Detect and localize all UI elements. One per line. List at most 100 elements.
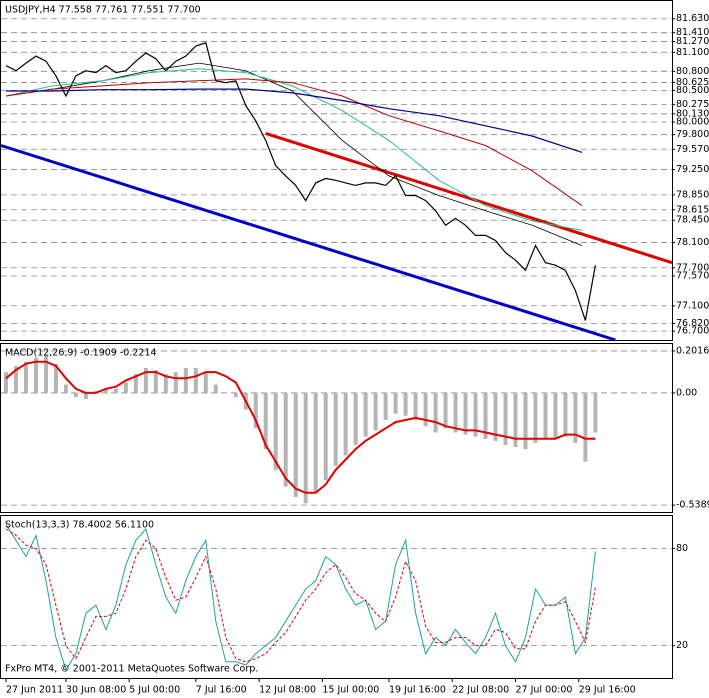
x-tick-label: 19 Jul 16:00 (389, 685, 446, 696)
y-tick-label: 0.00 (676, 387, 697, 398)
histogram-bar (183, 367, 188, 393)
histogram-bar (553, 392, 558, 439)
histogram-bar (253, 392, 258, 429)
y-tick-label: 81.270 (676, 36, 709, 47)
histogram-bar (103, 388, 108, 393)
histogram-bar (473, 392, 478, 437)
histogram-bar (123, 382, 128, 393)
histogram-bar (503, 392, 508, 445)
y-tick-label: 78.615 (676, 204, 709, 215)
histogram-bar (73, 392, 78, 398)
histogram-bar (463, 392, 468, 435)
x-tick-label: 22 Jul 08:00 (452, 685, 509, 696)
histogram-bar (143, 367, 148, 393)
y-tick-label: 78.850 (676, 189, 709, 200)
histogram-bar (443, 392, 448, 429)
y-tick-label: 79.800 (676, 129, 709, 140)
series-line (6, 88, 583, 153)
histogram-bar (13, 365, 18, 393)
y-tick-label: 80.275 (676, 99, 709, 110)
histogram-bar (563, 392, 568, 437)
histogram-bar (543, 392, 548, 439)
histogram-bar (403, 392, 408, 416)
histogram-bar (133, 374, 138, 393)
histogram-bar (593, 392, 598, 433)
panel-title: MACD(12,26,9) -0.1909 -0.2214 (5, 348, 157, 359)
y-tick-label: 80 (676, 543, 688, 554)
histogram-bar (373, 392, 378, 431)
histogram-bar (53, 363, 58, 393)
histogram-bar (363, 392, 368, 437)
trend-line (265, 131, 673, 265)
series-line (5, 360, 596, 494)
macd-panel-frame (0, 343, 673, 513)
copyright: FxPro MT4, © 2001-2011 MetaQuotes Softwa… (5, 664, 258, 675)
panel-title: Stoch(13,3,3) 78.4002 56.1100 (5, 520, 154, 531)
x-tick-label: 7 Jul 16:00 (196, 685, 247, 696)
x-tick-label: 29 Jul 16:00 (579, 685, 636, 696)
series-line (5, 528, 596, 663)
y-tick-label: 76.820 (676, 318, 709, 329)
histogram-bar (383, 392, 388, 420)
histogram-bar (333, 392, 338, 466)
histogram-bar (353, 392, 358, 445)
histogram-bar (393, 392, 398, 414)
series-line (5, 68, 583, 231)
histogram-bar (163, 374, 168, 393)
y-tick-label: 78.100 (676, 237, 709, 248)
histogram-bar (313, 392, 318, 493)
histogram-bar (303, 392, 308, 504)
histogram-bar (413, 392, 418, 420)
y-tick-label: 77.700 (676, 262, 709, 273)
histogram-bar (483, 392, 488, 439)
y-tick-label: 78.450 (676, 215, 709, 226)
y-tick-label: 80.500 (676, 85, 709, 96)
histogram-bar (453, 392, 458, 433)
histogram-bar (283, 392, 288, 487)
histogram-bar (343, 392, 348, 456)
y-tick-label: 76.700 (676, 326, 709, 337)
histogram-bar (293, 392, 298, 498)
y-tick-label: -0.5389 (676, 500, 709, 511)
histogram-bar (523, 392, 528, 450)
x-tick-label: 27 Jun 2011 (6, 685, 63, 696)
x-tick-label: 12 Jul 08:00 (259, 685, 316, 696)
stoch-panel-frame (0, 515, 673, 679)
histogram-bar (513, 392, 518, 448)
histogram-bar (33, 357, 38, 393)
histogram-bar (573, 392, 578, 443)
panel-title: USDJPY,H4 77.558 77.761 77.551 77.700 (5, 5, 201, 16)
histogram-bar (263, 392, 268, 450)
y-tick-label: 80.000 (676, 117, 709, 128)
y-tick-label: 0.2016 (676, 345, 709, 356)
y-tick-label: 81.410 (676, 27, 709, 38)
trend-line (0, 144, 616, 342)
histogram-bar (583, 392, 588, 462)
x-tick-label: 27 Jul 00:00 (515, 685, 572, 696)
y-tick-label: 80.800 (676, 66, 709, 77)
histogram-bar (3, 372, 8, 393)
histogram-bar (153, 370, 158, 393)
histogram-bar (173, 372, 178, 393)
x-tick-label: 15 Jul 00:00 (322, 685, 379, 696)
histogram-bar (43, 355, 48, 393)
histogram-bar (423, 392, 428, 427)
y-tick-label: 79.570 (676, 144, 709, 155)
histogram-bar (193, 367, 198, 393)
histogram-bar (323, 392, 328, 481)
y-tick-label: 80.625 (676, 77, 709, 88)
y-tick-label: 80.130 (676, 108, 709, 119)
y-tick-label: 77.100 (676, 300, 709, 311)
series-line (5, 78, 583, 207)
y-tick-label: 20 (676, 640, 688, 651)
histogram-bar (273, 392, 278, 470)
x-tick-label: 5 Jul 00:00 (129, 685, 180, 696)
y-tick-label: 79.250 (676, 164, 709, 175)
y-tick-label: 81.630 (676, 13, 709, 24)
y-tick-label: 81.100 (676, 47, 709, 58)
histogram-bar (433, 392, 438, 433)
histogram-bar (213, 384, 218, 393)
x-tick-label: 30 Jun 08:00 (66, 685, 126, 696)
